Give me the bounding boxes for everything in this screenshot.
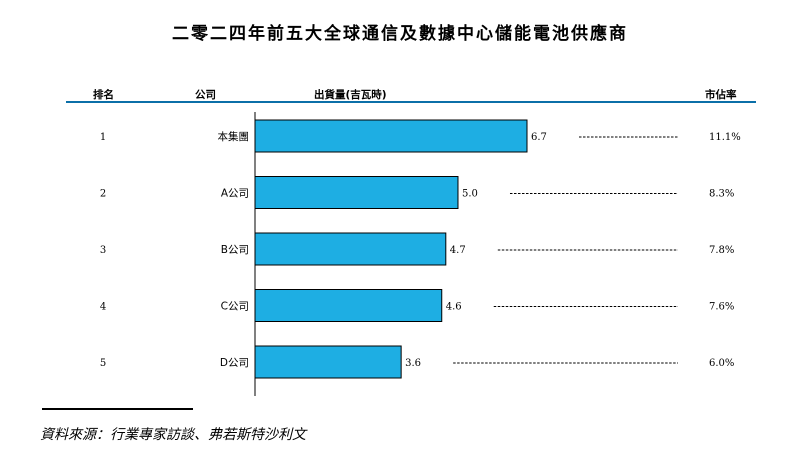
value-label: 4.7 [450,245,466,256]
value-label: 5.0 [462,189,478,200]
rank-label: 3 [100,245,106,256]
market-share-label: 7.6% [709,302,734,313]
bar [254,232,447,266]
market-share-label: 6.0% [709,358,734,369]
value-label: 4.6 [446,302,462,313]
value-label: 3.6 [405,358,421,369]
rank-label: 1 [100,132,106,143]
header-rule [66,101,756,103]
company-label: B公司 [221,244,249,256]
market-share-label: 7.8% [709,245,734,256]
value-label: 6.7 [531,132,547,143]
header-market-share: 市佔率 [705,89,737,101]
bar [254,176,459,209]
chart-title: 二零二四年前五大全球通信及數據中心儲能電池供應商 [172,24,628,44]
header-company: 公司 [195,89,216,101]
company-label: A公司 [221,188,249,200]
rank-label: 2 [100,189,106,200]
rank-label: 5 [100,358,106,369]
source-note: 資料來源：行業專家訪談、弗若斯特沙利文 [40,427,306,443]
bar [254,345,402,379]
company-label: D公司 [220,357,249,369]
company-label: 本集團 [218,130,250,143]
company-label: C公司 [221,301,249,313]
source-rule [42,408,193,410]
market-share-label: 11.1% [709,132,741,143]
header-rank: 排名 [93,89,114,101]
market-share-label: 8.3% [709,189,734,200]
header-shipments: 出貨量(吉瓦時) [314,89,387,101]
bar [254,289,443,322]
rank-label: 4 [100,302,106,313]
bar [254,119,528,153]
